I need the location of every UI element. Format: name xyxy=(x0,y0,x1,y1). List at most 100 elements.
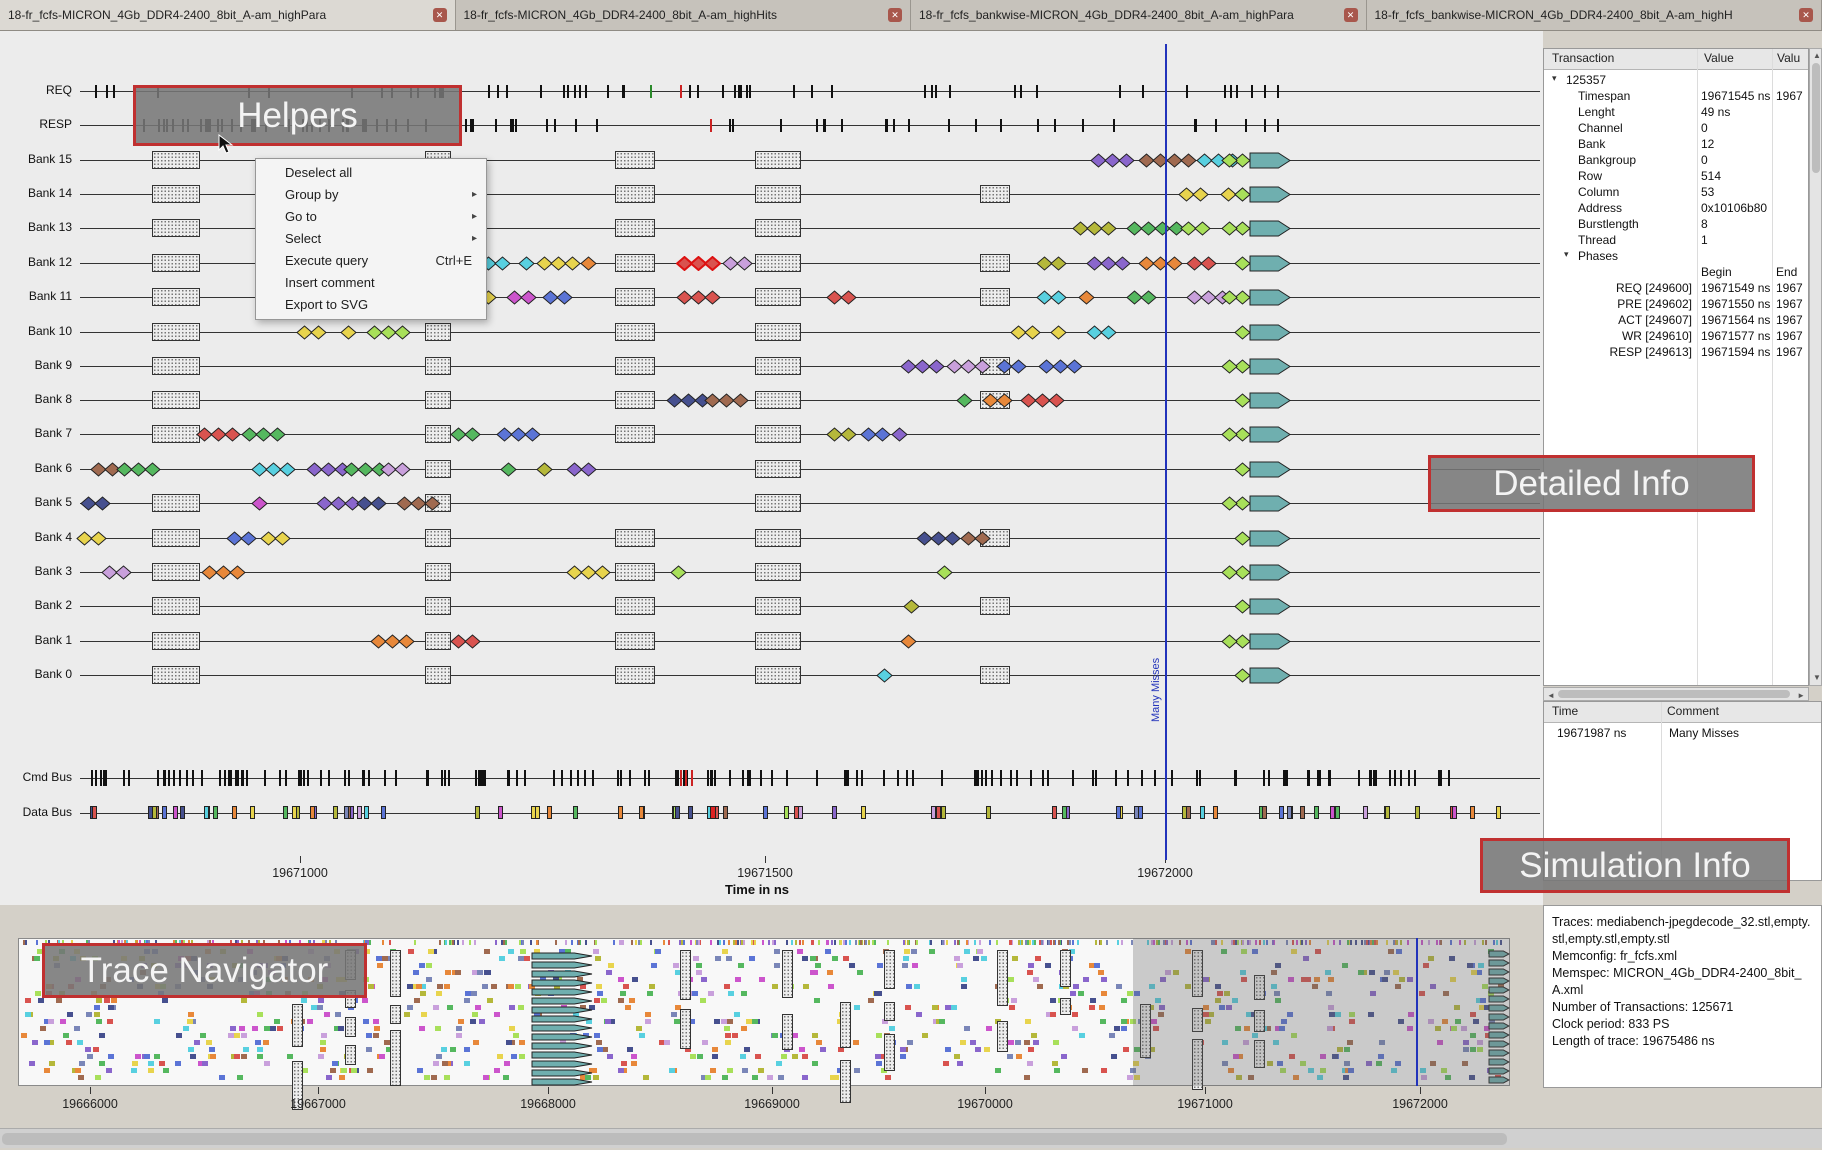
continuation-arrow[interactable] xyxy=(531,1069,593,1077)
bottom-scrollbar[interactable] xyxy=(0,1128,1822,1148)
expand-triangle-icon[interactable]: ▾ xyxy=(1552,73,1557,83)
transaction-diamond[interactable] xyxy=(1221,564,1238,580)
transaction-diamond[interactable] xyxy=(241,426,258,442)
transaction-diamond[interactable] xyxy=(704,392,721,408)
continuation-arrow[interactable] xyxy=(531,1033,593,1041)
column-transaction[interactable]: Transaction xyxy=(1552,51,1615,65)
continuation-arrow[interactable] xyxy=(1249,255,1291,272)
transaction-diamond[interactable] xyxy=(736,255,753,271)
transaction-diamond[interactable] xyxy=(251,461,268,477)
transaction-diamond[interactable] xyxy=(464,426,481,442)
data-bus-burst[interactable] xyxy=(1335,806,1341,819)
transaction-diamond[interactable] xyxy=(536,461,553,477)
transaction-diamond[interactable] xyxy=(982,392,999,408)
refresh-block[interactable] xyxy=(615,391,655,409)
data-bus-burst[interactable] xyxy=(985,806,991,819)
refresh-block[interactable] xyxy=(980,597,1010,615)
continuation-arrow[interactable] xyxy=(1488,1040,1510,1048)
transaction-diamond[interactable] xyxy=(732,392,749,408)
transaction-diamond[interactable] xyxy=(1210,152,1227,168)
transaction-diamond[interactable] xyxy=(1234,564,1251,580)
data-bus-burst[interactable] xyxy=(687,806,693,819)
transaction-diamond[interactable] xyxy=(104,461,121,477)
transaction-diamond[interactable] xyxy=(1078,289,1095,305)
data-bus-burst[interactable] xyxy=(310,806,316,819)
refresh-block[interactable] xyxy=(152,597,200,615)
continuation-arrow[interactable] xyxy=(531,997,593,1005)
transaction-diamond[interactable] xyxy=(956,392,973,408)
transaction-diamond[interactable] xyxy=(903,598,920,614)
transaction-diamond[interactable] xyxy=(1196,152,1213,168)
expand-triangle-icon[interactable]: ▾ xyxy=(1564,249,1569,259)
transaction-diamond[interactable] xyxy=(690,289,707,305)
transaction-diamond[interactable] xyxy=(115,564,132,580)
column-value[interactable]: Value xyxy=(1704,51,1734,65)
data-bus-burst[interactable] xyxy=(204,806,210,819)
transaction-diamond[interactable] xyxy=(1180,220,1197,236)
refresh-block[interactable] xyxy=(615,563,655,581)
transaction-diamond[interactable] xyxy=(1234,186,1251,202)
tree-phases[interactable]: ▾ Phases xyxy=(1544,248,1808,264)
refresh-block[interactable] xyxy=(425,632,451,650)
transaction-diamond[interactable] xyxy=(1050,255,1067,271)
transaction-diamond[interactable] xyxy=(316,495,333,511)
data-bus-burst[interactable] xyxy=(332,806,338,819)
refresh-block[interactable] xyxy=(425,666,451,684)
continuation-arrow[interactable] xyxy=(531,1051,593,1059)
transaction-diamond[interactable] xyxy=(320,461,337,477)
refresh-block[interactable] xyxy=(152,254,200,272)
refresh-block[interactable] xyxy=(755,219,801,237)
vscroll-thumb[interactable] xyxy=(1812,63,1820,173)
data-bus-burst[interactable] xyxy=(1330,806,1336,819)
data-bus-burst[interactable] xyxy=(1212,806,1218,819)
refresh-block[interactable] xyxy=(425,597,451,615)
transaction-diamond[interactable] xyxy=(1010,358,1027,374)
continuation-arrow[interactable] xyxy=(531,1042,593,1050)
transaction-diamond[interactable] xyxy=(928,358,945,374)
tree-phase[interactable]: REQ [249600] 19671549 ns 1967 xyxy=(1544,280,1808,296)
transaction-diamond[interactable] xyxy=(891,426,908,442)
transaction-diamond[interactable] xyxy=(226,530,243,546)
continuation-arrow[interactable] xyxy=(1249,598,1291,615)
transaction-diamond[interactable] xyxy=(1086,324,1103,340)
data-bus-burst[interactable] xyxy=(547,806,553,819)
tree-field-bankgroup[interactable]: Bankgroup 0 xyxy=(1544,152,1808,168)
refresh-block[interactable] xyxy=(152,666,200,684)
data-bus-burst[interactable] xyxy=(91,806,97,819)
menu-item-execute-query[interactable]: Execute query Ctrl+E xyxy=(256,250,486,272)
data-bus-burst[interactable] xyxy=(931,806,937,819)
data-bus-burst[interactable] xyxy=(618,806,624,819)
transaction-diamond[interactable] xyxy=(900,358,917,374)
transaction-diamond[interactable] xyxy=(1234,495,1251,511)
continuation-arrow[interactable] xyxy=(1249,426,1291,443)
data-bus-burst[interactable] xyxy=(1279,806,1285,819)
transaction-hscrollbar[interactable]: ◄ ► xyxy=(1543,687,1809,701)
transaction-diamond[interactable] xyxy=(1221,289,1238,305)
menu-item-export-to-svg[interactable]: Export to SVG xyxy=(285,297,369,312)
scroll-down-icon[interactable]: ▼ xyxy=(1813,673,1821,682)
transaction-diamond[interactable] xyxy=(1038,358,1055,374)
bottom-scroll-thumb[interactable] xyxy=(2,1133,1507,1145)
data-bus-burst[interactable] xyxy=(1051,806,1057,819)
data-bus-burst[interactable] xyxy=(152,806,158,819)
transaction-diamond[interactable] xyxy=(1166,255,1183,271)
transaction-diamond[interactable] xyxy=(1166,152,1183,168)
data-bus-burst[interactable] xyxy=(282,806,288,819)
transaction-table[interactable]: Transaction Value Valu ▾ 125357 Timespan 19… xyxy=(1543,48,1809,686)
data-bus-burst[interactable] xyxy=(231,806,237,819)
refresh-block[interactable] xyxy=(755,288,801,306)
continuation-arrow[interactable] xyxy=(1249,220,1291,237)
refresh-block[interactable] xyxy=(755,529,801,547)
transaction-diamond[interactable] xyxy=(1221,358,1238,374)
transaction-diamond[interactable] xyxy=(860,426,877,442)
transaction-diamond[interactable] xyxy=(718,392,735,408)
refresh-block[interactable] xyxy=(755,323,801,341)
transaction-diamond[interactable] xyxy=(1234,667,1251,683)
refresh-block[interactable] xyxy=(615,288,655,306)
tree-field-channel[interactable]: Channel 0 xyxy=(1544,120,1808,136)
transaction-diamond[interactable] xyxy=(370,633,387,649)
transaction-diamond[interactable] xyxy=(1234,426,1251,442)
refresh-block[interactable] xyxy=(615,151,655,169)
continuation-arrow[interactable] xyxy=(1249,667,1291,684)
continuation-arrow[interactable] xyxy=(1249,392,1291,409)
